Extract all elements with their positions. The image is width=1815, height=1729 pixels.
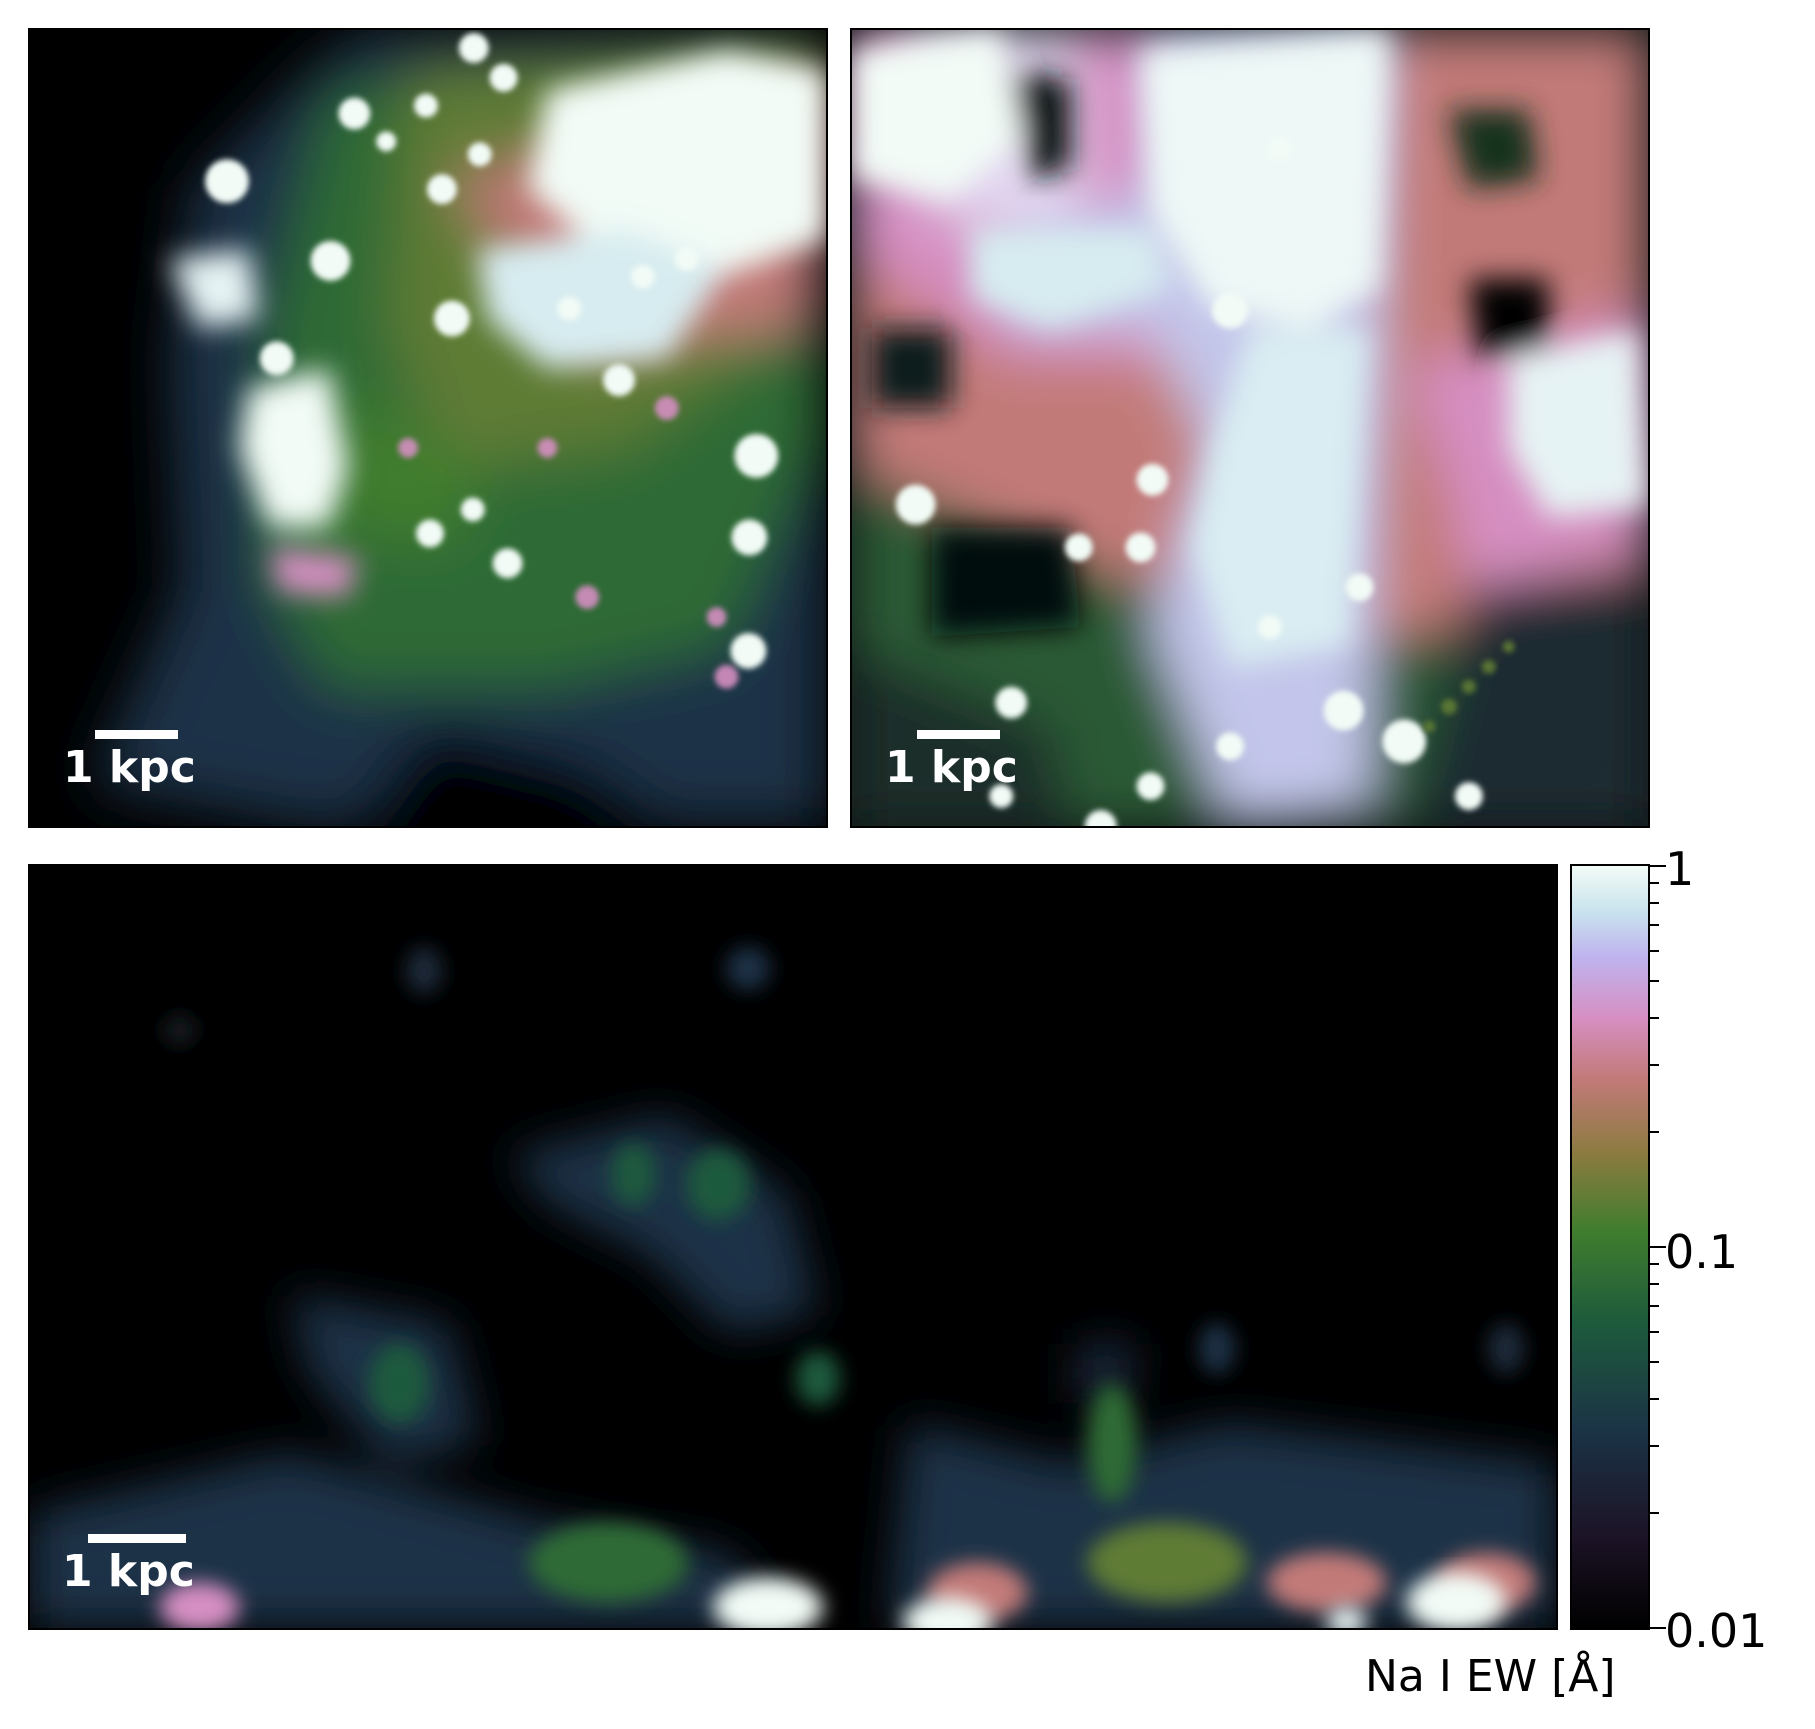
colorbar-major-tick — [1650, 1627, 1666, 1629]
scalebar-line — [917, 730, 1000, 739]
colorbar-minor-tick — [1650, 949, 1659, 952]
scalebar-line — [95, 730, 178, 739]
ew-map-top-right — [852, 30, 1648, 826]
colorbar-minor-tick — [1650, 1397, 1659, 1400]
scalebar-label: 1 kpc — [62, 1546, 195, 1597]
colorbar-tick-label-min: 0.01 — [1665, 1604, 1768, 1658]
ew-map-top-left — [30, 30, 826, 826]
colorbar-minor-tick — [1650, 1282, 1659, 1285]
colorbar-minor-tick — [1650, 1016, 1659, 1019]
colorbar-major-tick — [1650, 1246, 1666, 1248]
colorbar-minor-tick — [1650, 1360, 1659, 1363]
scalebar-label: 1 kpc — [63, 742, 196, 793]
colorbar-minor-tick — [1650, 1512, 1659, 1515]
scalebar-line — [88, 1534, 186, 1543]
scalebar-label: 1 kpc — [885, 742, 1018, 793]
colorbar-minor-tick — [1650, 1131, 1659, 1134]
map-panel-top-right: 1 kpc — [850, 28, 1650, 828]
colorbar-minor-tick — [1650, 1064, 1659, 1067]
colorbar-major-tick — [1650, 865, 1666, 867]
colorbar-tick-label-mid: 0.1 — [1665, 1225, 1739, 1279]
map-panel-top-left: 1 kpc — [28, 28, 828, 828]
colorbar — [1570, 864, 1650, 1630]
colorbar-minor-tick — [1650, 924, 1659, 927]
ew-map-bottom — [30, 866, 1556, 1628]
colorbar-minor-tick — [1650, 1330, 1659, 1333]
colorbar-tick-label-max: 1 — [1665, 842, 1695, 896]
colorbar-label: Na I EW [Å] — [1365, 1651, 1616, 1702]
colorbar-minor-tick — [1650, 1305, 1659, 1308]
colorbar-minor-tick — [1650, 1445, 1659, 1448]
colorbar-minor-tick — [1650, 882, 1659, 885]
colorbar-minor-tick — [1650, 901, 1659, 904]
colorbar-minor-tick — [1650, 1263, 1659, 1266]
map-panel-bottom: 1 kpc — [28, 864, 1558, 1630]
colorbar-minor-tick — [1650, 979, 1659, 982]
